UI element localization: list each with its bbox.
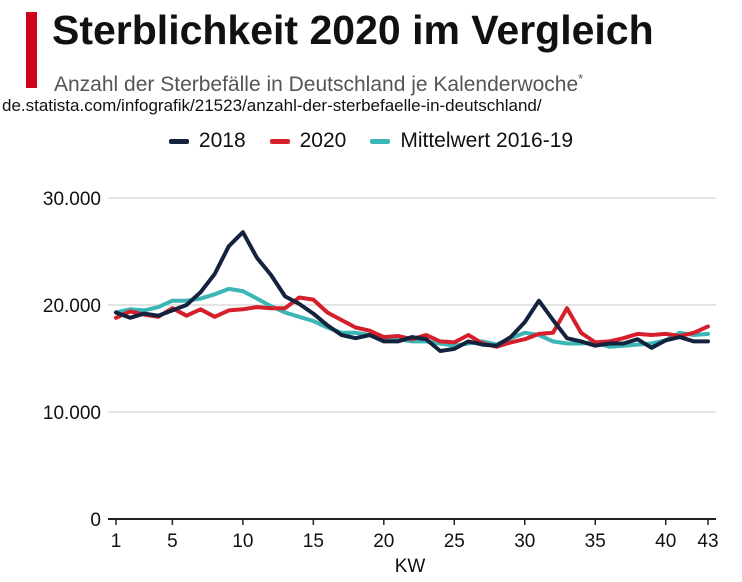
y-tick-label-3: 30.000 xyxy=(43,189,101,210)
y-tick-label-1: 10.000 xyxy=(43,403,101,424)
y-tick-label-2: 20.000 xyxy=(43,296,101,317)
x-tick-label-7: 35 xyxy=(585,531,606,552)
chart-title: Sterblichkeit 2020 im Vergleich xyxy=(52,7,654,53)
legend-label-2018: 2018 xyxy=(198,129,246,152)
x-axis-title: KW xyxy=(395,556,426,577)
source-url[interactable]: de.statista.com/infografik/21523/anzahl-… xyxy=(2,96,542,115)
x-tick-label-6: 30 xyxy=(514,531,535,552)
x-tick-label-8: 40 xyxy=(655,531,676,552)
x-tick-label-3: 15 xyxy=(303,531,324,552)
chart-legend: 2018 2020 Mittelwert 2016-19 xyxy=(0,127,742,155)
y-tick-label-0: 0 xyxy=(90,510,101,531)
x-tick-label-9: 43 xyxy=(697,531,718,552)
x-tick-label-1: 5 xyxy=(167,531,178,552)
x-tick-label-2: 10 xyxy=(232,531,253,552)
legend-swatch-2018 xyxy=(168,138,189,144)
chart-subtitle: Anzahl der Sterbefälle in Deutschland je… xyxy=(54,64,583,100)
legend-label-mean: Mittelwert 2016-19 xyxy=(400,129,574,152)
legend-item-mean: Mittelwert 2016-19 xyxy=(370,127,573,155)
legend-swatch-mean xyxy=(370,138,391,144)
legend-swatch-2020 xyxy=(269,138,290,144)
x-tick-label-4: 20 xyxy=(373,531,394,552)
subtitle-text: Anzahl der Sterbefälle in Deutschland je… xyxy=(54,73,579,96)
legend-item-2020: 2020 xyxy=(269,127,347,155)
x-tick-label-5: 25 xyxy=(444,531,465,552)
subtitle-footnote-mark: * xyxy=(578,71,584,86)
series-line-2018 xyxy=(114,230,710,353)
series-line-2020 xyxy=(114,295,710,349)
legend-item-2018: 2018 xyxy=(168,127,246,155)
x-tick-label-0: 1 xyxy=(111,531,122,552)
legend-label-2020: 2020 xyxy=(299,129,347,152)
title-accent-bar xyxy=(26,12,37,88)
series-line-mittelwert xyxy=(114,286,710,349)
